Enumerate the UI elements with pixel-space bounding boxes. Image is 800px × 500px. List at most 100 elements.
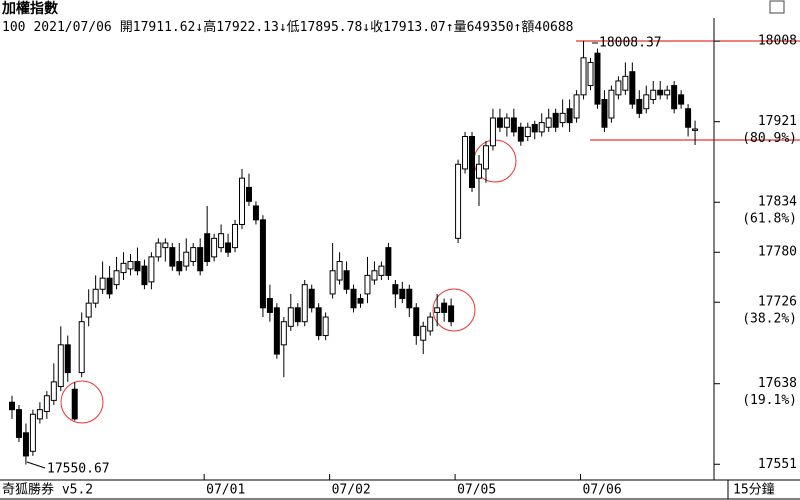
window-icon[interactable] bbox=[769, 0, 785, 14]
candle-body bbox=[496, 117, 503, 128]
candle-body bbox=[273, 307, 280, 355]
candle-body bbox=[650, 89, 657, 100]
candle-body bbox=[280, 321, 287, 346]
fib-label: (38.2%) bbox=[742, 312, 797, 327]
x-tick-label: 07/06 bbox=[583, 483, 622, 498]
y-tick-label: 17551 bbox=[758, 457, 797, 472]
y-tick-label: 17726 bbox=[758, 295, 797, 310]
info-field: 收17913.07↑ bbox=[370, 20, 453, 35]
candle-body bbox=[155, 242, 162, 258]
candle-body bbox=[434, 307, 441, 313]
candle-body bbox=[211, 237, 218, 258]
candle-body bbox=[190, 247, 197, 262]
fib-label: (80.9%) bbox=[742, 131, 797, 146]
candle-body bbox=[287, 307, 294, 327]
candle-body bbox=[64, 344, 71, 374]
candle-body bbox=[29, 413, 36, 452]
candle-body bbox=[503, 117, 510, 128]
candle-body bbox=[176, 260, 183, 272]
candle-body bbox=[15, 409, 22, 438]
candle-body bbox=[385, 247, 392, 276]
candle-body bbox=[643, 94, 650, 110]
candle-body bbox=[245, 186, 252, 202]
candle-body bbox=[232, 223, 239, 249]
high-label: 18008.37 bbox=[599, 36, 662, 51]
candle-body bbox=[420, 325, 427, 341]
info-field: 量649350↑ bbox=[454, 20, 522, 35]
x-tick-label: 07/01 bbox=[206, 483, 245, 498]
candle-body bbox=[336, 260, 343, 281]
candle-body bbox=[43, 395, 50, 412]
candle-body bbox=[301, 284, 308, 323]
candle-body bbox=[259, 219, 266, 309]
period-label[interactable]: 15分鐘 bbox=[733, 482, 775, 498]
candle-body bbox=[127, 260, 134, 270]
candle-body bbox=[594, 52, 601, 105]
candle-body bbox=[566, 108, 573, 124]
y-tick-label: 17638 bbox=[758, 376, 797, 391]
candle-body bbox=[629, 71, 636, 105]
candle-body bbox=[99, 277, 106, 290]
candle-body bbox=[183, 251, 190, 267]
candle-body bbox=[573, 94, 580, 119]
candle-body bbox=[657, 89, 664, 96]
candle-body bbox=[671, 85, 678, 110]
candle-body bbox=[601, 98, 608, 128]
candle-body bbox=[622, 75, 629, 91]
low-label: 17550.67 bbox=[47, 462, 110, 477]
candle-body bbox=[266, 298, 273, 313]
candle-body bbox=[378, 265, 385, 276]
candle-body bbox=[218, 233, 225, 249]
info-field: 100 bbox=[2, 20, 25, 35]
candle-body bbox=[252, 205, 259, 221]
info-field: 開17911.62↓ bbox=[120, 20, 203, 35]
candle-body bbox=[225, 242, 232, 253]
candle-body bbox=[608, 89, 615, 119]
x-tick-label: 07/05 bbox=[457, 483, 496, 498]
candle-body bbox=[664, 89, 671, 96]
candle-body bbox=[92, 288, 99, 304]
candle-body bbox=[692, 128, 699, 131]
candle-body bbox=[538, 122, 545, 133]
software-name: 奇狐勝券 v5.2 bbox=[2, 482, 93, 498]
candle-body bbox=[113, 270, 120, 286]
fib-label: (19.1%) bbox=[742, 393, 797, 408]
candle-body bbox=[587, 61, 594, 87]
candle-body bbox=[636, 98, 643, 114]
candle-body bbox=[71, 388, 78, 420]
candle-body bbox=[315, 307, 322, 337]
candle-body bbox=[524, 126, 531, 138]
candle-body bbox=[455, 163, 462, 239]
candle-body bbox=[392, 284, 399, 295]
candle-body bbox=[329, 270, 336, 295]
candle-body bbox=[441, 302, 448, 313]
candle-body bbox=[50, 381, 57, 401]
candle-body bbox=[685, 108, 692, 128]
candle-body bbox=[580, 57, 587, 96]
candle-body bbox=[350, 288, 357, 309]
candle-body bbox=[239, 177, 246, 225]
candle-body bbox=[559, 112, 566, 124]
info-field: 低17895.78↓ bbox=[287, 20, 370, 35]
candle-body bbox=[78, 321, 85, 374]
y-tick-label: 17921 bbox=[758, 114, 797, 129]
info-field: 額40688 bbox=[521, 20, 573, 35]
candle-body bbox=[462, 136, 469, 170]
info-text: 100 2021/07/06 開17911.62↓高17922.13↓低17895.… bbox=[2, 19, 574, 35]
candle-body bbox=[510, 117, 517, 133]
candle-body bbox=[322, 316, 329, 337]
highlight-circle bbox=[60, 380, 104, 424]
info-field: 高17922.13↓ bbox=[203, 19, 286, 35]
candle-body bbox=[120, 262, 127, 274]
candle-body bbox=[22, 432, 29, 457]
info-field: 2021/07/06 bbox=[33, 20, 111, 35]
candle-body bbox=[413, 307, 420, 337]
candle-body bbox=[294, 307, 301, 323]
candle-body bbox=[427, 316, 434, 332]
candle-body bbox=[197, 247, 204, 272]
candle-body bbox=[36, 409, 43, 420]
y-tick-label: 18008 bbox=[758, 34, 797, 49]
highlight-circle bbox=[432, 288, 476, 332]
candle-body bbox=[343, 270, 350, 290]
